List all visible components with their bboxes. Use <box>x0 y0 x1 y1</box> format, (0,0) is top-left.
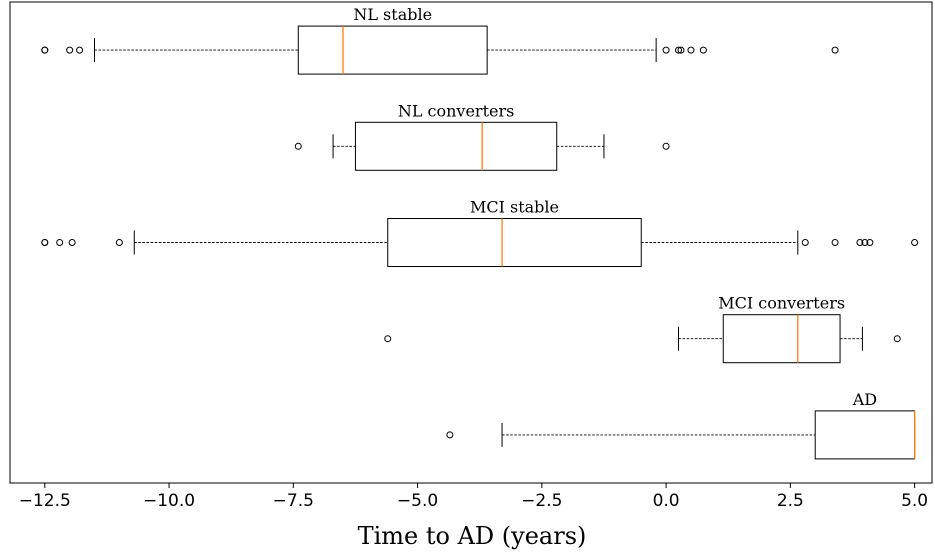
box-group: NL converters <box>294 101 670 171</box>
box-group: MCI stable <box>41 198 919 267</box>
flier-point <box>699 46 707 54</box>
flier-point <box>41 46 49 54</box>
x-tick-label: −2.5 <box>521 491 562 511</box>
box <box>722 314 841 364</box>
box <box>354 121 558 171</box>
axes-frame <box>9 1 933 484</box>
x-tick-label: −10.0 <box>143 491 195 511</box>
box <box>814 410 916 460</box>
box-groups: NL stable NL converters MCI stable MCI conv… <box>41 5 919 460</box>
x-tick-label: −12.5 <box>19 491 71 511</box>
flier-point <box>56 239 64 246</box>
flier-point <box>677 46 685 54</box>
box <box>387 218 642 267</box>
group-label: MCI converters <box>718 294 845 313</box>
flier-point <box>68 239 76 246</box>
flier-point <box>662 46 670 54</box>
box-group: NL stable <box>41 5 839 75</box>
flier-point <box>831 239 839 246</box>
flier-point <box>675 46 683 54</box>
flier-point <box>911 239 919 246</box>
flier-point <box>41 239 49 246</box>
x-tick-label: 5.0 <box>901 491 928 511</box>
flier-point <box>893 335 901 343</box>
flier-point <box>662 142 670 150</box>
x-tick-label: 0.0 <box>653 491 680 511</box>
flier-point <box>831 46 839 54</box>
box-group: AD <box>446 390 916 460</box>
x-tick-label: 2.5 <box>777 491 804 511</box>
flier-point <box>76 46 84 54</box>
box <box>297 25 488 75</box>
flier-point <box>446 431 454 439</box>
flier-point <box>294 142 302 150</box>
group-label: AD <box>852 390 877 409</box>
x-tick-label: −5.0 <box>397 491 438 511</box>
flier-point <box>115 239 123 246</box>
group-label: MCI stable <box>470 198 559 217</box>
flier-point <box>384 335 392 343</box>
flier-point <box>801 239 809 246</box>
x-tick-label: −7.5 <box>273 491 314 511</box>
x-axis-ticks: −12.5 −10.0 −7.5 −5.0 −2.5 0.0 2.5 5.0 <box>19 483 928 511</box>
flier-point <box>861 239 869 246</box>
group-label: NL stable <box>353 5 432 24</box>
x-axis-label: Time to AD (years) <box>358 522 587 550</box>
box-group: MCI converters <box>384 294 901 364</box>
flier-point <box>66 46 74 54</box>
flier-point <box>687 46 695 54</box>
flier-point <box>866 239 874 246</box>
flier-point <box>856 239 864 246</box>
group-label: NL converters <box>398 101 515 120</box>
